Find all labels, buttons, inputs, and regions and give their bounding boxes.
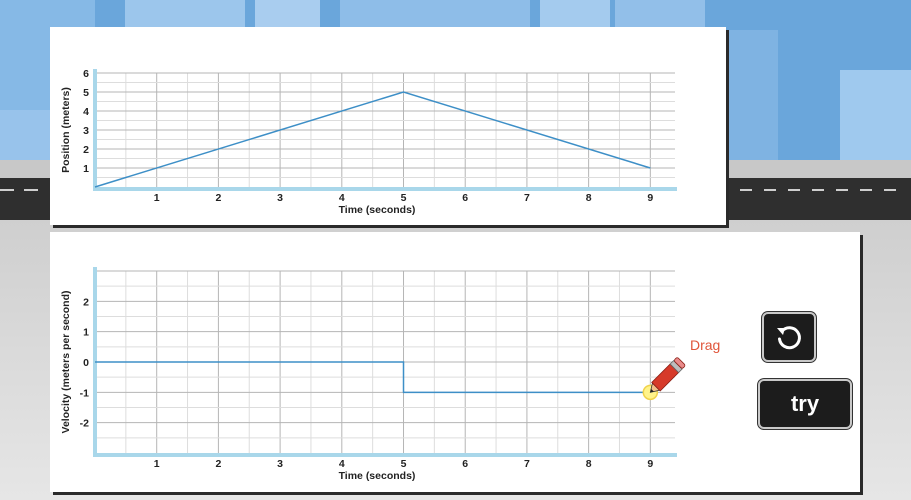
- x-tick-label: 3: [277, 458, 283, 470]
- x-axis-title: Time (seconds): [339, 204, 416, 216]
- velocity-graph[interactable]: 1 2 3 4 5 6 7 8 9 2 1 0 -1 -2 Time (seconds) Velocity (…: [50, 232, 860, 492]
- x-tick-label: 8: [586, 458, 592, 470]
- x-tick-label: 4: [339, 192, 345, 204]
- x-tick-label: 9: [647, 192, 653, 204]
- x-tick-label: 5: [401, 458, 407, 470]
- y-tick-label: 6: [83, 68, 89, 80]
- x-tick-label: 2: [215, 458, 221, 470]
- y-tick-label: 3: [83, 125, 89, 137]
- x-tick-label: 2: [215, 192, 221, 204]
- position-graph: 1 2 3 4 5 6 7 8 9 1 2 3 4 5 6 Time (seconds) Position (m…: [60, 68, 677, 216]
- y-axis-title: Position (meters): [60, 87, 72, 173]
- y-tick-label: -1: [80, 387, 89, 399]
- x-tick-label: 5: [401, 192, 407, 204]
- y-tick-label: 1: [83, 163, 89, 175]
- x-tick-label: 3: [277, 192, 283, 204]
- x-tick-label: 4: [339, 458, 345, 470]
- x-axis-title: Time (seconds): [339, 470, 416, 482]
- y-tick-label: 4: [83, 106, 89, 118]
- x-tick-label: 7: [524, 192, 530, 204]
- velocity-graph-panel: 1 2 3 4 5 6 7 8 9 2 1 0 -1 -2 Time (seconds) Velocity (…: [50, 232, 860, 492]
- try-button[interactable]: try: [758, 379, 852, 429]
- x-tick-label: 8: [586, 192, 592, 204]
- y-tick-label: 0: [83, 357, 89, 369]
- x-tick-label: 6: [462, 458, 468, 470]
- y-tick-label: 1: [83, 327, 89, 339]
- y-tick-label: -2: [80, 418, 89, 430]
- rotate-ccw-icon: [777, 326, 801, 350]
- y-axis-title: Velocity (meters per second): [60, 291, 72, 434]
- y-tick-label: 2: [83, 296, 89, 308]
- x-tick-label: 6: [462, 192, 468, 204]
- x-tick-label: 1: [154, 458, 160, 470]
- x-tick-label: 1: [154, 192, 160, 204]
- x-tick-label: 7: [524, 458, 530, 470]
- data-line: [94, 91, 651, 188]
- y-tick-label: 2: [83, 144, 89, 156]
- pencil-icon[interactable]: [646, 357, 686, 397]
- data-line: [95, 361, 651, 394]
- drag-label: Drag: [690, 337, 721, 353]
- reset-button[interactable]: [762, 312, 816, 362]
- position-graph-panel: 1 2 3 4 5 6 7 8 9 1 2 3 4 5 6 Time (seconds) Position (m…: [50, 27, 726, 225]
- x-tick-label: 9: [647, 458, 653, 470]
- y-tick-label: 5: [83, 87, 89, 99]
